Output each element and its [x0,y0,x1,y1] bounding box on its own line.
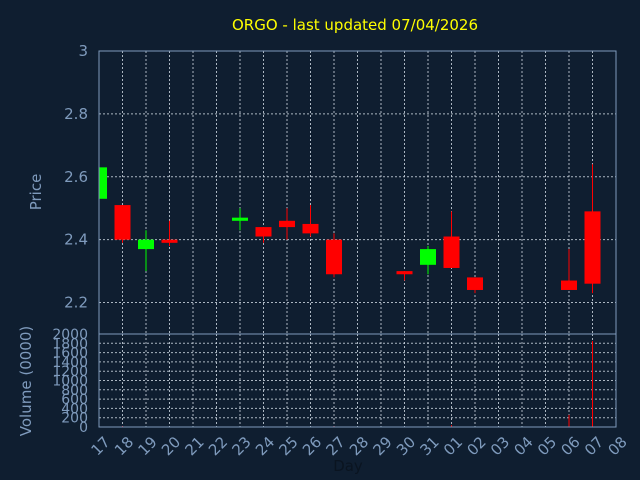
day-tick-label: 25 [276,433,302,459]
day-tick-label: 30 [393,433,419,459]
price-tick-label: 2.2 [64,294,88,312]
candle-body [420,249,436,265]
candle [396,271,413,281]
day-tick-label: 07 [581,433,607,459]
price-tick-label: 2.4 [64,231,88,249]
price-axis-ticks: 2.2 2.4 2.6 2.8 3 [64,42,88,312]
day-tick-label: 26 [299,433,325,459]
candle [138,230,154,272]
candle-body [138,239,154,250]
candle-body [99,167,107,199]
candle-body [302,223,319,234]
chart-title: ORGO - last updated 07/04/2026 [232,16,478,34]
volume-tick-label: 1800 [52,336,88,352]
candle-body [232,217,248,221]
candle-body [584,211,601,284]
day-tick-label: 01 [440,433,466,459]
day-tick-label: 24 [252,433,278,459]
day-tick-label: 27 [323,433,349,459]
day-tick-label: 28 [346,433,372,459]
candle [420,245,436,275]
day-tick-label: 02 [464,433,490,459]
candle-body [396,271,413,275]
day-tick-label: 17 [88,433,114,459]
price-grid [98,51,617,334]
day-tick-label: 03 [487,433,513,459]
day-axis-ticks: 1718192021222324252627282930310102030405… [88,433,631,459]
day-tick-label: 04 [511,433,537,459]
candle-body [279,220,295,228]
candle [161,220,178,246]
day-tick-label: 19 [135,433,161,459]
candle [584,164,601,294]
volume-tick-label: 600 [61,392,88,408]
volume-bars [98,340,593,427]
day-tick-label: 06 [558,433,584,459]
candle [232,208,248,231]
candle-body [114,205,131,240]
volume-tick-label: 200 [61,411,88,427]
day-tick-label: 23 [229,433,255,459]
candle-body [561,280,577,290]
candle-body [255,227,272,237]
candle [114,205,131,243]
day-tick-label: 21 [182,433,208,459]
candle-body [467,277,483,290]
day-tick-label: 20 [158,433,184,459]
volume-tick-label: 2000 [52,327,88,343]
day-tick-label: 22 [205,433,231,459]
volume-grid [98,334,617,427]
candle-body [326,239,342,275]
price-tick-label: 3 [78,42,88,60]
volume-tick-label: 1600 [52,346,88,362]
day-tick-label: 31 [417,433,443,459]
price-tick-label: 2.8 [64,105,88,123]
candle [98,164,107,199]
volume-tick-label: 1400 [52,355,88,371]
volume-tick-label: 400 [61,401,88,417]
price-tick-label: 2.6 [64,168,88,186]
day-tick-label: 18 [111,433,137,459]
day-tick-label: 29 [370,433,396,459]
volume-tick-label: 1000 [52,374,88,390]
day-tick-label: 05 [534,433,560,459]
volume-tick-label: 800 [61,383,88,399]
candle [467,277,483,294]
price-axis-label: Price [27,174,45,211]
candle [255,227,272,243]
day-axis-label: Day [333,457,363,475]
volume-tick-label: 0 [79,420,88,436]
volume-tick-label: 1200 [52,364,88,380]
candle [443,211,460,268]
candle [561,249,577,290]
candle [279,208,295,240]
day-tick-label: 08 [605,433,631,459]
volume-plot-frame [98,333,617,428]
candle [302,205,319,237]
volume-axis-label: Volume (0000) [17,326,35,436]
candle [326,233,342,278]
candle-body [443,236,460,268]
price-candles [98,164,601,294]
candle-body [161,239,178,243]
